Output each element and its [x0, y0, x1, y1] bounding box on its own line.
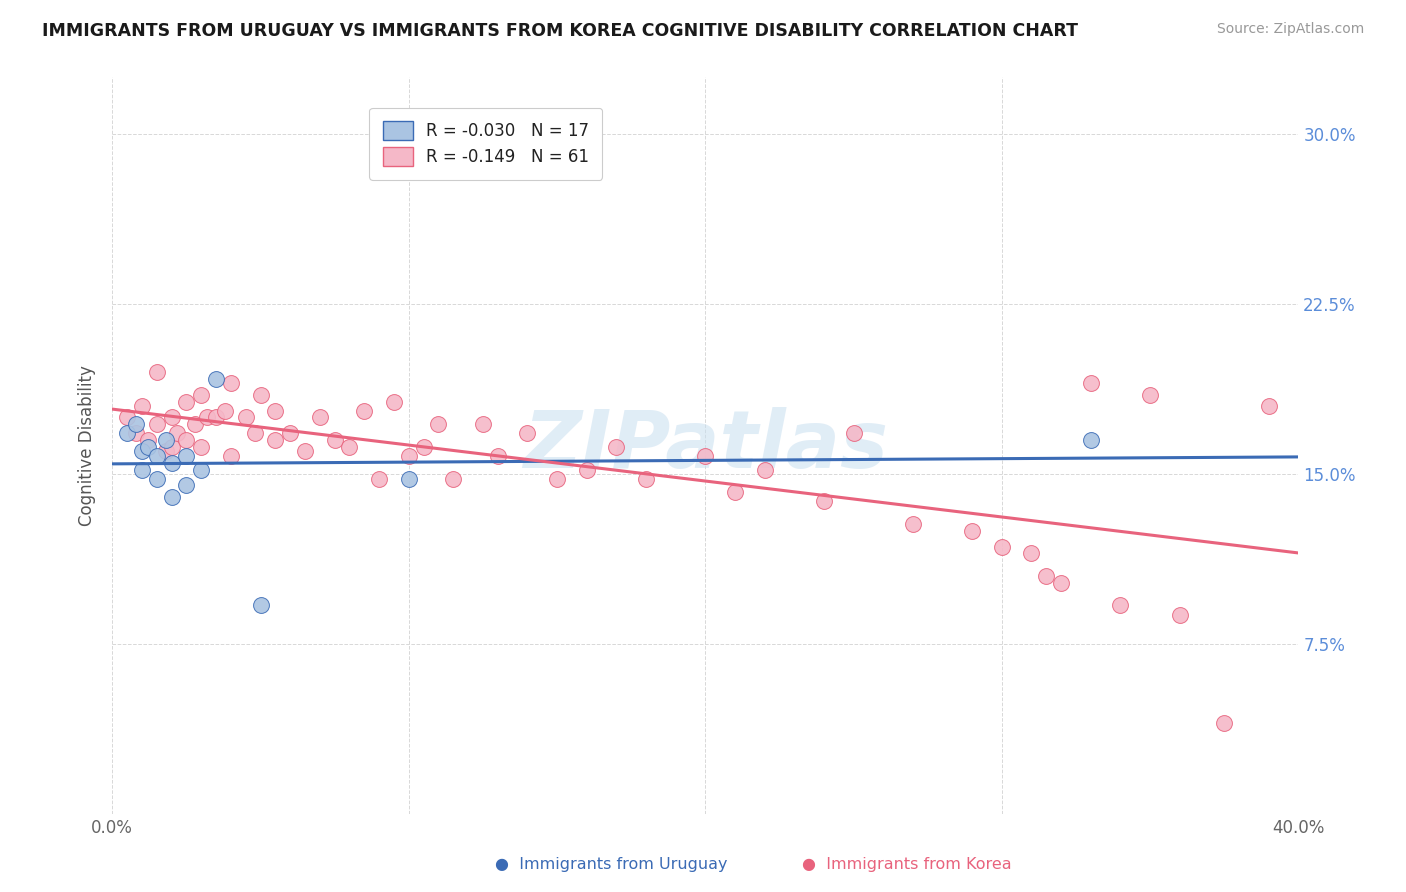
Point	[136, 433, 159, 447]
Point	[184, 417, 207, 432]
Text: ZIPatlas: ZIPatlas	[523, 407, 887, 484]
Point	[605, 440, 627, 454]
Text: IMMIGRANTS FROM URUGUAY VS IMMIGRANTS FROM KOREA COGNITIVE DISABILITY CORRELATIO: IMMIGRANTS FROM URUGUAY VS IMMIGRANTS FR…	[42, 22, 1078, 40]
Point	[1080, 376, 1102, 391]
Point	[575, 462, 598, 476]
Point	[1035, 569, 1057, 583]
Point	[125, 417, 148, 432]
Point	[339, 440, 361, 454]
Point	[190, 388, 212, 402]
Point	[1050, 575, 1073, 590]
Point	[235, 410, 257, 425]
Point	[486, 449, 509, 463]
Point	[441, 472, 464, 486]
Point	[901, 516, 924, 531]
Point	[634, 472, 657, 486]
Point	[294, 444, 316, 458]
Point	[190, 462, 212, 476]
Point	[308, 410, 330, 425]
Point	[842, 426, 865, 441]
Point	[427, 417, 450, 432]
Point	[131, 462, 153, 476]
Point	[205, 372, 228, 386]
Point	[155, 444, 177, 458]
Point	[1080, 433, 1102, 447]
Text: ●  Immigrants from Uruguay: ● Immigrants from Uruguay	[495, 857, 728, 872]
Point	[1257, 399, 1279, 413]
Point	[160, 490, 183, 504]
Point	[546, 472, 568, 486]
Point	[249, 599, 271, 613]
Point	[754, 462, 776, 476]
Point	[176, 394, 198, 409]
Point	[991, 540, 1014, 554]
Point	[145, 472, 167, 486]
Point	[131, 399, 153, 413]
Point	[412, 440, 434, 454]
Point	[264, 403, 287, 417]
Point	[1109, 599, 1132, 613]
Point	[813, 494, 835, 508]
Point	[695, 449, 717, 463]
Point	[195, 410, 218, 425]
Point	[960, 524, 983, 538]
Point	[398, 472, 420, 486]
Point	[176, 433, 198, 447]
Point	[219, 376, 242, 391]
Point	[160, 456, 183, 470]
Point	[516, 426, 538, 441]
Point	[160, 410, 183, 425]
Y-axis label: Cognitive Disability: Cognitive Disability	[79, 366, 96, 526]
Point	[243, 426, 266, 441]
Point	[1213, 716, 1236, 731]
Text: Source: ZipAtlas.com: Source: ZipAtlas.com	[1216, 22, 1364, 37]
Point	[353, 403, 375, 417]
Point	[115, 410, 138, 425]
Point	[1139, 388, 1161, 402]
Point	[155, 433, 177, 447]
Legend: R = -0.030   N = 17, R = -0.149   N = 61: R = -0.030 N = 17, R = -0.149 N = 61	[370, 108, 602, 179]
Point	[190, 440, 212, 454]
Point	[382, 394, 405, 409]
Point	[136, 440, 159, 454]
Point	[166, 426, 188, 441]
Point	[398, 449, 420, 463]
Point	[131, 444, 153, 458]
Point	[145, 449, 167, 463]
Point	[249, 388, 271, 402]
Point	[125, 426, 148, 441]
Point	[724, 485, 747, 500]
Point	[160, 440, 183, 454]
Point	[323, 433, 346, 447]
Point	[115, 426, 138, 441]
Point	[219, 449, 242, 463]
Point	[471, 417, 494, 432]
Point	[145, 417, 167, 432]
Point	[214, 403, 236, 417]
Point	[278, 426, 301, 441]
Point	[205, 410, 228, 425]
Point	[368, 472, 391, 486]
Point	[145, 365, 167, 379]
Point	[1168, 607, 1191, 622]
Point	[1021, 546, 1043, 560]
Point	[264, 433, 287, 447]
Point	[176, 449, 198, 463]
Text: ●  Immigrants from Korea: ● Immigrants from Korea	[801, 857, 1012, 872]
Point	[176, 478, 198, 492]
